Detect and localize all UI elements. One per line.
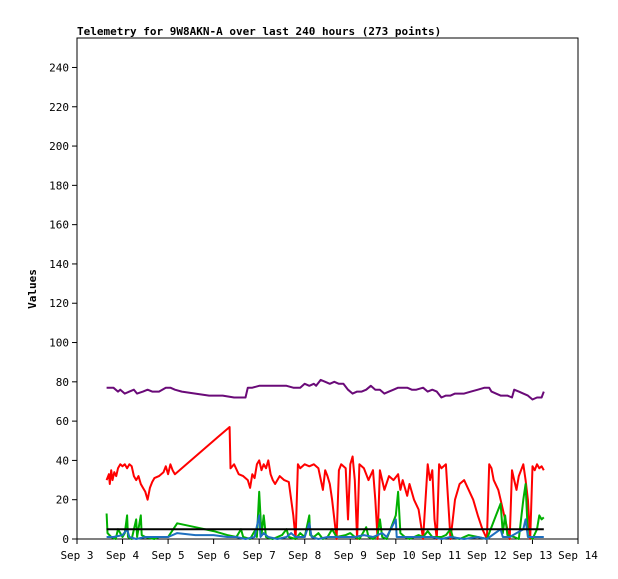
y-tick-label: 80 [56, 376, 69, 389]
x-tick-label: Sep 13 [513, 549, 553, 562]
y-tick-label: 40 [56, 454, 69, 467]
y-tick-label: 0 [62, 533, 69, 546]
x-tick-label: Sep 11 [421, 549, 461, 562]
x-tick-label: Sep 9 [334, 549, 367, 562]
y-axis-label: Values [26, 269, 39, 309]
y-tick-label: 160 [49, 219, 69, 232]
x-tick-label: Sep 12 [467, 549, 507, 562]
series-line-2 [105, 483, 545, 540]
chart-title: Telemetry for 9W8AKN-A over last 240 hou… [77, 25, 441, 38]
x-axis: Sep 3 Sep 4 Sep 5 Sep 6 Sep 7 Sep 8 Sep 9 Sep 1… [60, 539, 598, 562]
x-tick-label: Sep 7 [243, 549, 276, 562]
y-tick-label: 100 [49, 337, 69, 350]
y-tick-label: 220 [49, 101, 69, 114]
y-tick-label: 120 [49, 297, 69, 310]
series-layer [105, 378, 545, 540]
x-tick-label: Sep 14 [558, 549, 598, 562]
plot-frame [76, 37, 579, 540]
y-tick-label: 240 [49, 61, 69, 74]
x-tick-label: Sep 3 [60, 549, 93, 562]
y-axis: 0 20 40 60 80 100 120 140 160 180 200 220 240 [49, 61, 77, 546]
y-tick-label: 140 [49, 258, 69, 271]
x-tick-label: Sep 8 [288, 549, 321, 562]
x-tick-label: Sep 6 [197, 549, 230, 562]
y-tick-label: 60 [56, 415, 69, 428]
x-tick-label: Sep 4 [106, 549, 139, 562]
series-line-0 [106, 378, 545, 401]
series-line-3 [106, 514, 544, 540]
y-tick-label: 180 [49, 179, 69, 192]
series-line-1 [105, 426, 545, 540]
y-tick-label: 20 [56, 494, 69, 507]
x-tick-label: Sep 10 [376, 549, 416, 562]
y-tick-label: 200 [49, 140, 69, 153]
x-tick-label: Sep 5 [152, 549, 185, 562]
